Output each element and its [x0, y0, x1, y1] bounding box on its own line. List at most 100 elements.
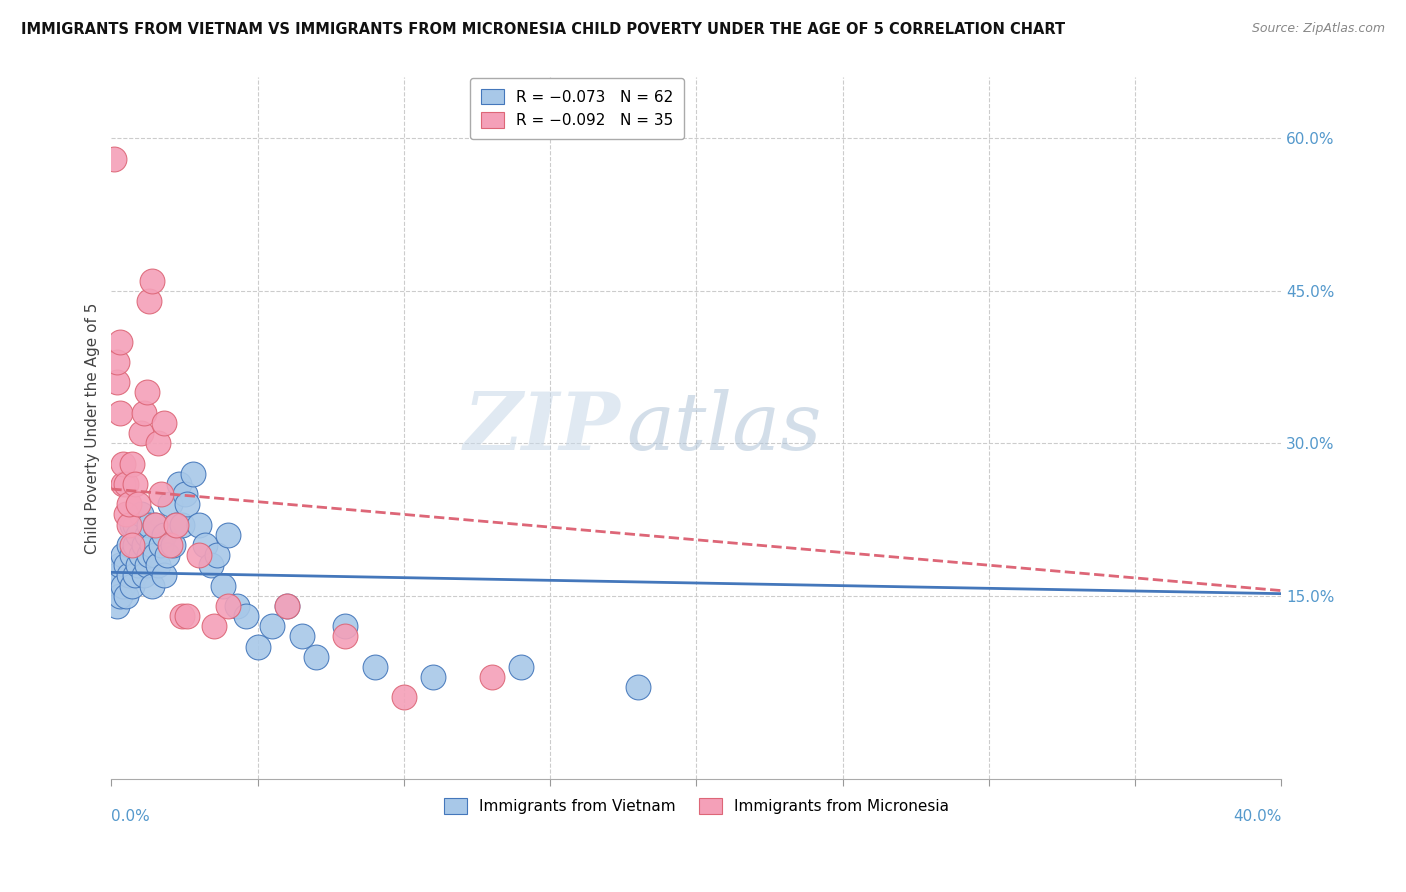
Point	[335, 629, 357, 643]
Point	[132, 568, 155, 582]
Point	[103, 578, 125, 592]
Point	[121, 548, 143, 562]
Point	[132, 538, 155, 552]
Point	[509, 660, 531, 674]
Point	[135, 527, 157, 541]
Point	[138, 293, 160, 308]
Point	[121, 517, 143, 532]
Point	[148, 436, 170, 450]
Point	[105, 599, 128, 613]
Point	[156, 548, 179, 562]
Point	[246, 640, 269, 654]
Point	[108, 334, 131, 349]
Point	[150, 487, 173, 501]
Point	[235, 609, 257, 624]
Point	[262, 619, 284, 633]
Point	[135, 558, 157, 573]
Point	[165, 517, 187, 532]
Point	[159, 538, 181, 552]
Point	[118, 497, 141, 511]
Point	[105, 355, 128, 369]
Point	[141, 274, 163, 288]
Text: atlas: atlas	[626, 389, 821, 467]
Point	[194, 538, 217, 552]
Point	[143, 517, 166, 532]
Point	[141, 538, 163, 552]
Point	[143, 517, 166, 532]
Point	[153, 568, 176, 582]
Point	[176, 609, 198, 624]
Point	[108, 589, 131, 603]
Point	[112, 477, 135, 491]
Point	[217, 527, 239, 541]
Point	[392, 690, 415, 705]
Point	[124, 477, 146, 491]
Point	[276, 599, 298, 613]
Point	[153, 527, 176, 541]
Point	[159, 497, 181, 511]
Point	[129, 508, 152, 522]
Point	[170, 517, 193, 532]
Text: ZIP: ZIP	[464, 389, 620, 467]
Point	[305, 649, 328, 664]
Point	[150, 538, 173, 552]
Point	[188, 517, 211, 532]
Point	[176, 497, 198, 511]
Point	[200, 558, 222, 573]
Point	[112, 457, 135, 471]
Point	[481, 670, 503, 684]
Point	[118, 538, 141, 552]
Point	[127, 558, 149, 573]
Point	[115, 589, 138, 603]
Point	[148, 558, 170, 573]
Point	[121, 457, 143, 471]
Text: 40.0%: 40.0%	[1233, 809, 1281, 824]
Point	[170, 609, 193, 624]
Point	[167, 477, 190, 491]
Point	[129, 548, 152, 562]
Text: 0.0%: 0.0%	[111, 809, 150, 824]
Point	[153, 416, 176, 430]
Legend: Immigrants from Vietnam, Immigrants from Micronesia: Immigrants from Vietnam, Immigrants from…	[437, 792, 955, 820]
Point	[127, 497, 149, 511]
Point	[181, 467, 204, 481]
Point	[118, 517, 141, 532]
Point	[115, 508, 138, 522]
Point	[112, 578, 135, 592]
Point	[290, 629, 312, 643]
Point	[627, 680, 650, 694]
Point	[129, 426, 152, 441]
Point	[124, 568, 146, 582]
Point	[112, 548, 135, 562]
Point	[124, 517, 146, 532]
Point	[121, 578, 143, 592]
Point	[132, 406, 155, 420]
Point	[115, 477, 138, 491]
Point	[138, 548, 160, 562]
Text: IMMIGRANTS FROM VIETNAM VS IMMIGRANTS FROM MICRONESIA CHILD POVERTY UNDER THE AG: IMMIGRANTS FROM VIETNAM VS IMMIGRANTS FR…	[21, 22, 1066, 37]
Text: Source: ZipAtlas.com: Source: ZipAtlas.com	[1251, 22, 1385, 36]
Point	[108, 406, 131, 420]
Point	[135, 385, 157, 400]
Point	[118, 568, 141, 582]
Point	[217, 599, 239, 613]
Point	[276, 599, 298, 613]
Point	[335, 619, 357, 633]
Point	[173, 487, 195, 501]
Point	[103, 152, 125, 166]
Y-axis label: Child Poverty Under the Age of 5: Child Poverty Under the Age of 5	[86, 302, 100, 554]
Point	[105, 568, 128, 582]
Point	[127, 527, 149, 541]
Point	[211, 578, 233, 592]
Point	[138, 517, 160, 532]
Point	[108, 558, 131, 573]
Point	[165, 517, 187, 532]
Point	[205, 548, 228, 562]
Point	[422, 670, 444, 684]
Point	[226, 599, 249, 613]
Point	[188, 548, 211, 562]
Point	[115, 558, 138, 573]
Point	[141, 578, 163, 592]
Point	[143, 548, 166, 562]
Point	[121, 538, 143, 552]
